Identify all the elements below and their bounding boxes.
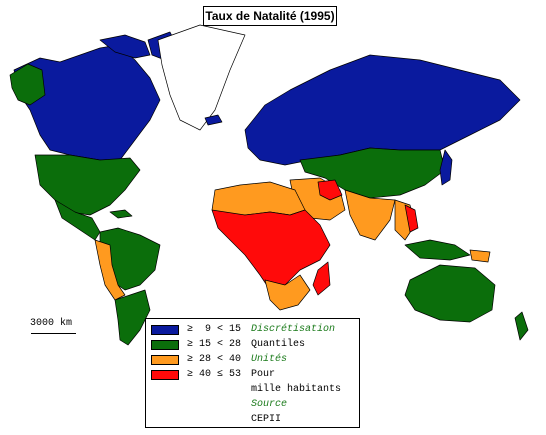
region-central-asia bbox=[299, 147, 446, 199]
region-north-america-north bbox=[13, 44, 161, 161]
legend: ≥ 9 < 15 ≥ 15 < 28 ≥ 28 < 40 ≥ 40 ≤ 53 D… bbox=[145, 318, 360, 428]
legend-note-cepii: CEPII bbox=[251, 414, 282, 425]
region-alaska bbox=[9, 63, 46, 106]
region-indochina bbox=[404, 204, 419, 233]
region-southern-africa bbox=[264, 274, 311, 311]
legend-swatch-4 bbox=[151, 370, 179, 380]
legend-range-4: ≥ 40 ≤ 53 bbox=[187, 369, 242, 380]
region-india bbox=[344, 189, 396, 241]
legend-note-pour: Pour bbox=[251, 369, 276, 380]
legend-range-1: ≥ 9 < 15 bbox=[187, 324, 242, 335]
region-greenland bbox=[157, 24, 246, 131]
legend-note-discretisation: Discrétisation bbox=[251, 324, 336, 335]
scale-bar bbox=[31, 333, 76, 334]
legend-swatch-3 bbox=[151, 355, 179, 365]
map-title: Taux de Natalité (1995) bbox=[203, 6, 337, 26]
legend-note-quantiles: Quantiles bbox=[251, 339, 306, 350]
region-png bbox=[469, 249, 491, 263]
region-south-america-south bbox=[114, 289, 151, 346]
region-japan bbox=[439, 149, 453, 186]
region-caribbean bbox=[109, 209, 133, 219]
region-usa bbox=[34, 154, 141, 216]
region-andes bbox=[94, 239, 126, 301]
legend-note-mille-habitants: mille habitants bbox=[251, 384, 342, 395]
legend-note-unites: Unités bbox=[251, 354, 288, 365]
region-new-zealand bbox=[514, 311, 529, 341]
region-arctic-islands bbox=[99, 34, 151, 59]
scale-label: 3000 km bbox=[30, 318, 73, 329]
region-europe-russia bbox=[244, 54, 521, 166]
legend-range-3: ≥ 28 < 40 bbox=[187, 354, 242, 365]
legend-note-source: Source bbox=[251, 399, 288, 410]
legend-swatch-2 bbox=[151, 340, 179, 350]
region-mexico bbox=[54, 199, 101, 241]
region-indonesia bbox=[404, 239, 471, 261]
legend-range-2: ≥ 15 < 28 bbox=[187, 339, 242, 350]
region-madagascar bbox=[312, 261, 331, 296]
region-middle-east-red bbox=[317, 179, 343, 201]
legend-swatch-1 bbox=[151, 325, 179, 335]
region-central-africa bbox=[211, 209, 331, 291]
region-iceland bbox=[204, 114, 223, 126]
region-australia bbox=[404, 264, 496, 323]
